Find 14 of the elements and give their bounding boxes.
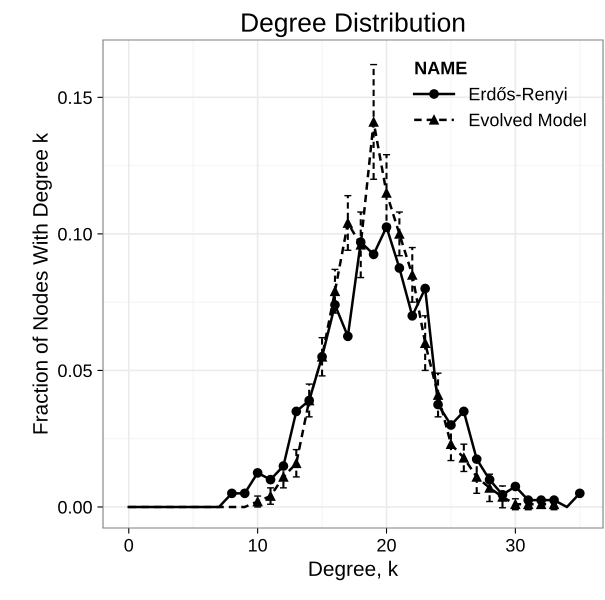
chart-title: Degree Distribution (242, 12, 464, 38)
y-tick-label: 0.10 (58, 228, 92, 241)
y-tick-label: 0.15 (58, 91, 92, 104)
x-tick-label: 10 (248, 538, 267, 552)
y-tick-label: 0.00 (58, 500, 92, 514)
y-tick-label: 0.05 (58, 364, 92, 378)
legend-title: NAME (415, 62, 467, 74)
x-tick-label: 30 (506, 538, 525, 552)
x-axis-title: Degree, k (310, 560, 398, 580)
x-tick-label: 20 (377, 538, 396, 552)
legend-label: Erdős-Renyi (470, 86, 566, 104)
y-axis-title: Fraction of Nodes With Degree k (32, 132, 52, 434)
legend-label: Evolved Model (470, 113, 586, 126)
x-tick-label: 0 (124, 538, 134, 552)
